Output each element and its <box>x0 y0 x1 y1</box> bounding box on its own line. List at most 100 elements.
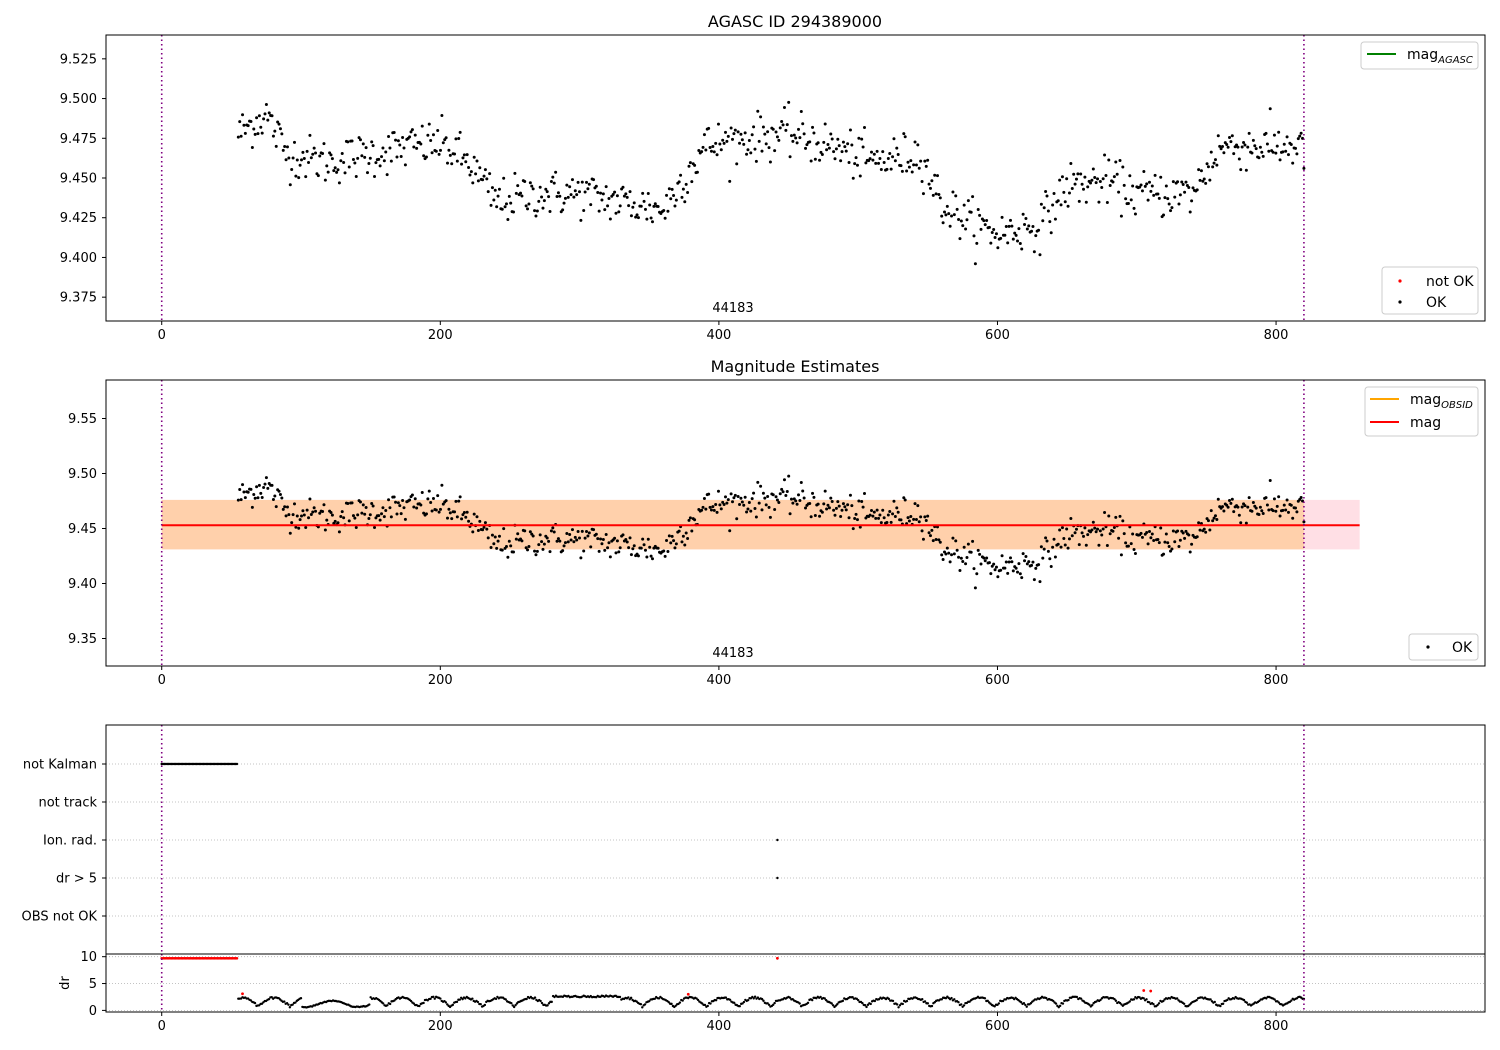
data-point <box>548 209 552 213</box>
data-point <box>868 513 872 517</box>
data-point <box>683 200 687 204</box>
data-point <box>927 182 931 186</box>
data-point <box>1202 177 1206 181</box>
data-point <box>305 508 309 512</box>
data-point <box>1243 143 1247 147</box>
data-point <box>886 156 890 160</box>
data-point <box>971 539 975 543</box>
data-point <box>1107 514 1111 518</box>
data-point <box>446 161 450 165</box>
data-point <box>274 144 278 148</box>
dr-ok-point <box>409 999 413 1003</box>
data-point <box>1149 189 1153 193</box>
data-point <box>1056 542 1060 546</box>
data-point <box>471 530 475 534</box>
dr-ok-point <box>550 1000 553 1004</box>
data-point <box>1086 533 1090 537</box>
data-point <box>829 132 833 136</box>
data-point <box>695 170 699 174</box>
dr-ok-point <box>1054 1002 1058 1005</box>
legend-frame <box>1381 266 1479 315</box>
dr-ok-point <box>923 1000 927 1003</box>
data-point <box>424 512 428 516</box>
data-point <box>746 507 750 511</box>
data-point <box>565 183 569 187</box>
y-tick-label-4: 5 <box>89 977 97 992</box>
data-point <box>1183 190 1187 194</box>
data-point <box>495 546 499 550</box>
data-point <box>252 493 256 497</box>
data-point <box>1278 158 1282 162</box>
data-point <box>549 529 553 533</box>
data-point <box>262 486 266 490</box>
data-point <box>813 514 817 518</box>
data-point <box>966 199 970 203</box>
data-point <box>1049 231 1053 235</box>
data-point <box>585 180 589 184</box>
data-point <box>854 512 858 516</box>
data-point <box>246 490 250 494</box>
dr-ok-point <box>1226 998 1229 1002</box>
dr-ok-point <box>439 997 442 1000</box>
data-point <box>940 214 944 218</box>
data-point <box>1177 202 1181 206</box>
data-point <box>1289 503 1293 507</box>
dr-ok-point <box>811 998 814 1002</box>
data-point <box>506 217 510 221</box>
data-point <box>764 142 768 146</box>
data-point <box>1163 196 1167 200</box>
dr-ok-point <box>830 1002 833 1005</box>
data-point <box>771 127 775 131</box>
dr-ok-point <box>1175 997 1179 1000</box>
data-point <box>1044 536 1048 540</box>
data-point <box>1000 554 1004 558</box>
data-point <box>944 552 948 556</box>
data-point <box>1272 133 1276 137</box>
data-point <box>1031 560 1035 564</box>
data-point <box>1080 182 1084 186</box>
data-point <box>920 529 924 533</box>
data-point <box>764 503 768 507</box>
data-point <box>552 181 556 185</box>
data-point <box>1254 147 1258 151</box>
data-point <box>848 493 852 497</box>
data-point <box>992 562 996 566</box>
data-point <box>621 533 625 537</box>
data-point <box>947 551 951 555</box>
data-point <box>767 146 771 150</box>
dr-ok-point <box>742 1000 746 1004</box>
dr-ok-point <box>1221 1002 1225 1005</box>
data-point <box>458 495 462 499</box>
data-point <box>544 187 548 191</box>
data-point <box>1063 200 1067 204</box>
data-point <box>569 538 573 542</box>
data-point <box>777 138 781 142</box>
data-point <box>798 136 802 140</box>
data-point <box>872 152 876 156</box>
data-point <box>840 508 844 512</box>
data-point <box>1039 202 1043 206</box>
data-point <box>371 504 375 508</box>
data-point <box>1011 569 1015 573</box>
data-point <box>520 194 524 198</box>
data-point <box>1250 151 1254 155</box>
data-point <box>408 498 412 502</box>
data-point <box>335 170 339 174</box>
data-point <box>1284 149 1288 153</box>
data-point <box>242 490 246 494</box>
data-point <box>548 550 552 554</box>
data-point <box>368 513 372 517</box>
data-point <box>611 192 615 196</box>
data-point <box>1239 168 1243 172</box>
data-point <box>485 177 489 181</box>
dr-ok-point <box>873 999 877 1003</box>
data-point <box>954 539 958 543</box>
data-point <box>629 214 633 218</box>
data-point <box>906 516 910 520</box>
data-point <box>489 203 493 207</box>
data-point <box>669 197 673 201</box>
data-point <box>500 548 504 552</box>
data-point <box>830 137 834 141</box>
data-point <box>788 155 792 159</box>
data-point <box>1059 203 1063 207</box>
